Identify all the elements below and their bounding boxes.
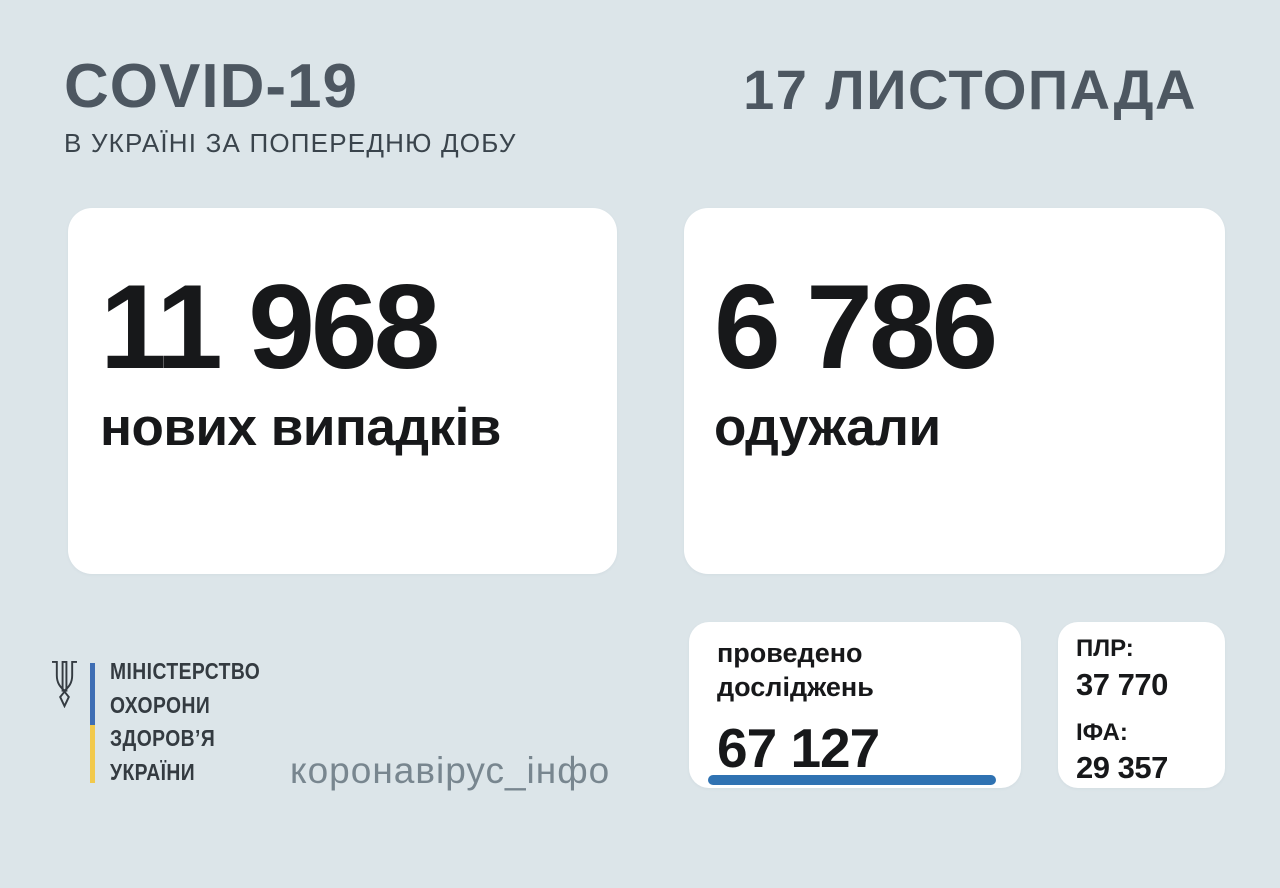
tests-label-line1: проведено	[717, 638, 863, 668]
recovered-value: 6 786	[714, 260, 998, 394]
progress-bar	[708, 775, 996, 785]
pcr-value: 37 770	[1076, 666, 1168, 702]
test-methods-card: ПЛР: 37 770 ІФА: 29 357	[1058, 622, 1225, 788]
elisa-label: ІФА:	[1076, 718, 1128, 746]
channel-handle: коронавірус_інфо	[290, 750, 611, 791]
flag-yellow-segment	[90, 725, 95, 783]
ministry-name-line: МІНІСТЕРСТВО	[110, 658, 261, 684]
ministry-name-line: ОХОРОНИ	[110, 691, 211, 718]
flag-blue-segment	[90, 663, 95, 725]
tests-card: проведено досліджень 67 127	[689, 622, 1021, 788]
new-cases-card: 11 968 нових випадків	[68, 208, 617, 574]
ministry-name: МІНІСТЕРСТВО ОХОРОНИ ЗДОРОВ’Я УКРАЇНИ	[110, 655, 260, 789]
ministry-name-line: УКРАЇНИ	[110, 758, 196, 785]
page-title: COVID-19	[64, 52, 358, 121]
flag-bar-icon	[90, 663, 95, 783]
new-cases-label: нових випадків	[100, 398, 501, 458]
pcr-label: ПЛР:	[1076, 635, 1134, 662]
date-heading: 17 ЛИСТОПАДА	[743, 58, 1197, 121]
elisa-value: 29 357	[1076, 750, 1168, 786]
tests-label-line2: досліджень	[717, 672, 874, 703]
recovered-label: одужали	[714, 398, 941, 458]
header: COVID-19 В УКРАЇНІ ЗА ПОПЕРЕДНЮ ДОБУ	[64, 54, 517, 159]
trident-icon	[52, 660, 77, 708]
page-subtitle: В УКРАЇНІ ЗА ПОПЕРЕДНЮ ДОБУ	[64, 128, 517, 159]
recovered-card: 6 786 одужали	[684, 208, 1225, 574]
tests-value: 67 127	[717, 717, 880, 780]
new-cases-value: 11 968	[100, 260, 440, 394]
tests-label: проведено досліджень	[717, 636, 1011, 704]
ministry-name-line: ЗДОРОВ’Я	[110, 725, 216, 751]
